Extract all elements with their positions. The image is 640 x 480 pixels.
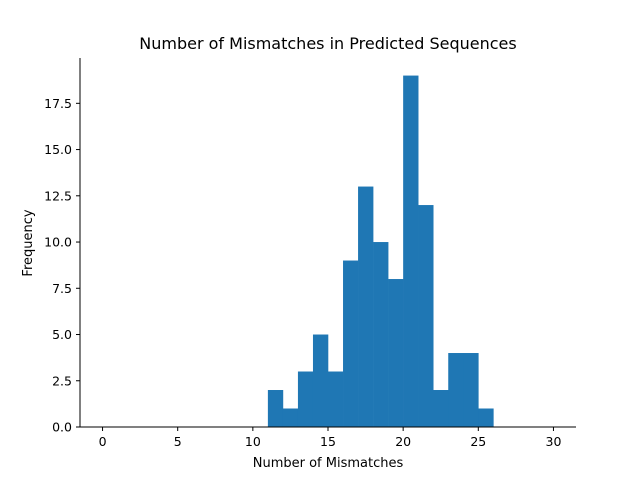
- histogram-bar-17: [358, 186, 374, 427]
- y-tick-label: 7.5: [52, 281, 72, 296]
- histogram-bar-21: [418, 205, 434, 427]
- histogram-bar-24: [463, 353, 479, 427]
- y-tick-label: 2.5: [52, 373, 72, 388]
- y-tick-label: 12.5: [44, 188, 72, 203]
- y-tick-label: 5.0: [52, 327, 72, 342]
- histogram-bar-19: [388, 279, 404, 427]
- bars-group: [267, 75, 494, 427]
- y-axis-ticks: 0.0 2.5 5.0 7.5 10.0 12.5 15.0 17.5: [44, 96, 80, 435]
- y-tick-label: 15.0: [44, 142, 72, 157]
- x-axis-title: Number of Mismatches: [253, 456, 404, 471]
- x-tick-label: 30: [546, 434, 562, 449]
- y-tick-label: 10.0: [44, 235, 72, 250]
- x-tick-label: 10: [245, 434, 261, 449]
- y-tick-label: 0.0: [52, 420, 72, 435]
- y-tick-label: 17.5: [44, 96, 72, 111]
- histogram-bar-18: [373, 242, 389, 427]
- histogram-bar-12: [282, 408, 299, 427]
- y-axis-title: Frequency: [21, 209, 36, 276]
- histogram-bar-23: [448, 353, 464, 427]
- x-tick-label: 20: [395, 434, 411, 449]
- x-tick-label: 25: [470, 434, 486, 449]
- x-tick-label: 0: [99, 434, 107, 449]
- x-tick-label: 15: [320, 434, 336, 449]
- histogram-bar-13: [297, 371, 314, 427]
- histogram-bar-22: [433, 390, 449, 427]
- histogram-bar-15: [328, 371, 344, 427]
- x-axis-ticks: 0 5 10 15 20 25 30: [99, 427, 562, 449]
- histogram-bar-20: [403, 75, 419, 427]
- histogram-bar-11: [267, 390, 284, 427]
- x-tick-label: 5: [174, 434, 182, 449]
- histogram-bar-16: [343, 260, 359, 427]
- histogram-bar-25: [478, 408, 494, 427]
- histogram-bar-14: [312, 334, 329, 427]
- chart-title: Number of Mismatches in Predicted Sequen…: [139, 34, 516, 53]
